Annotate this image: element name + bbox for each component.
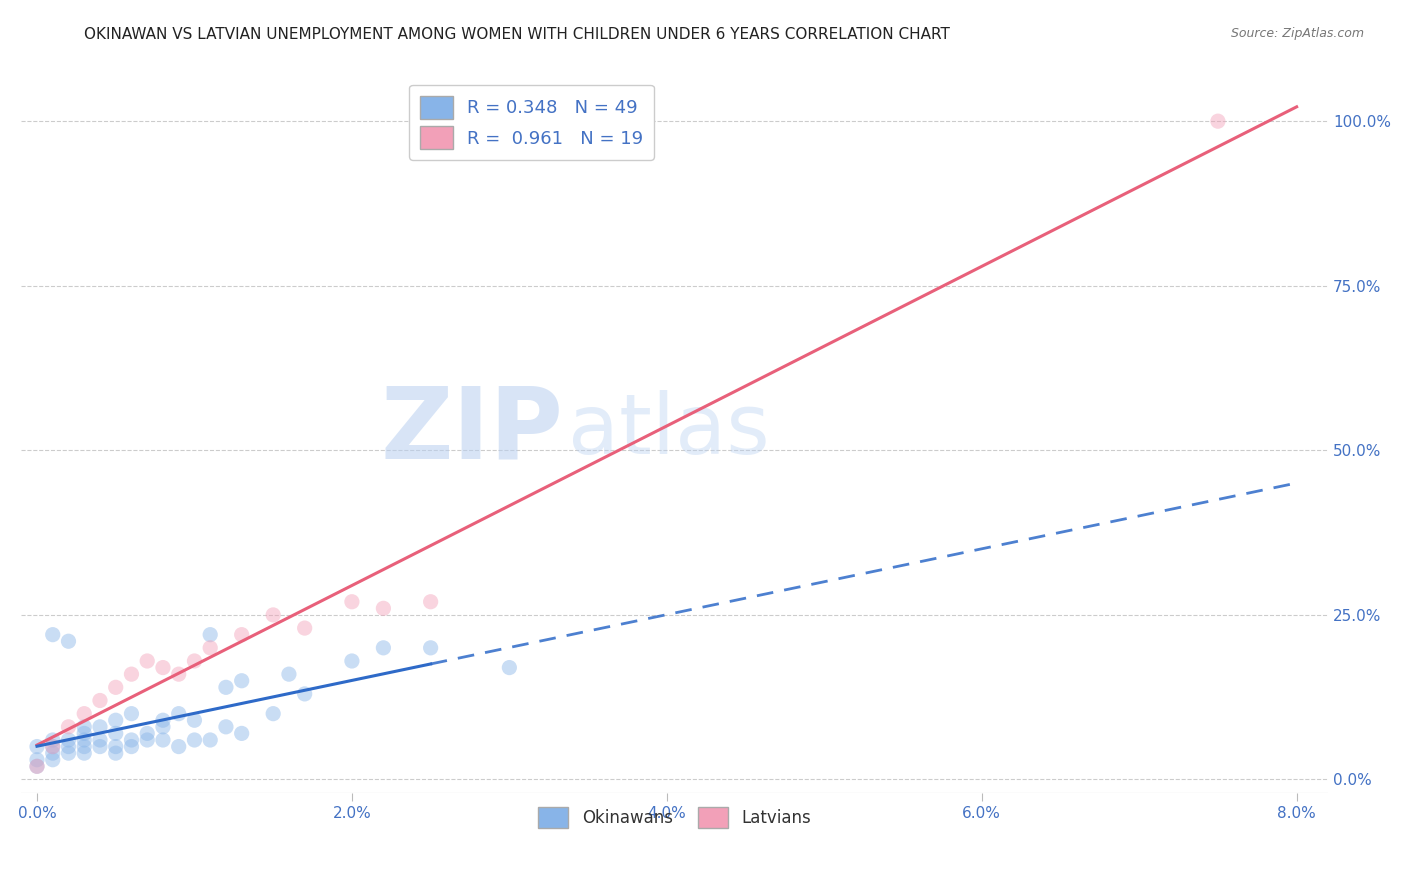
Text: Source: ZipAtlas.com: Source: ZipAtlas.com [1230,27,1364,40]
Point [104,726,127,740]
Point [73,746,96,760]
Point [167,706,190,721]
Point [121,667,143,681]
Point [198,640,221,655]
Point [58,733,80,747]
Point [73,739,96,754]
Text: OKINAWAN VS LATVIAN UNEMPLOYMENT AMONG WOMEN WITH CHILDREN UNDER 6 YEARS CORRELA: OKINAWAN VS LATVIAN UNEMPLOYMENT AMONG W… [84,27,950,42]
Point [73,733,96,747]
Point [58,720,80,734]
Point [167,739,190,754]
Point [215,720,238,734]
Point [294,621,316,635]
Point [231,673,253,688]
Point [25,759,48,773]
Point [419,640,441,655]
Text: ZIP: ZIP [381,382,564,479]
Point [136,733,159,747]
Point [73,726,96,740]
Point [58,746,80,760]
Point [340,595,363,609]
Point [231,628,253,642]
Point [104,713,127,727]
Point [42,739,65,754]
Point [58,739,80,754]
Point [262,706,284,721]
Point [104,739,127,754]
Point [277,667,299,681]
Point [25,753,48,767]
Point [58,634,80,648]
Point [73,706,96,721]
Point [42,628,65,642]
Point [136,726,159,740]
Point [42,746,65,760]
Point [89,720,111,734]
Point [121,739,143,754]
Point [42,739,65,754]
Point [89,733,111,747]
Legend: Okinawans, Latvians: Okinawans, Latvians [531,800,817,835]
Point [42,753,65,767]
Point [231,726,253,740]
Point [183,654,205,668]
Point [152,660,174,674]
Point [73,720,96,734]
Point [136,654,159,668]
Point [152,733,174,747]
Point [198,628,221,642]
Point [294,687,316,701]
Point [121,706,143,721]
Point [498,660,520,674]
Point [183,713,205,727]
Point [104,681,127,695]
Point [183,733,205,747]
Point [262,607,284,622]
Point [419,595,441,609]
Point [42,733,65,747]
Point [198,733,221,747]
Point [373,640,395,655]
Point [340,654,363,668]
Point [121,733,143,747]
Text: atlas: atlas [568,390,769,471]
Point [89,739,111,754]
Point [89,693,111,707]
Point [167,667,190,681]
Point [104,746,127,760]
Point [152,720,174,734]
Point [215,681,238,695]
Point [152,713,174,727]
Point [25,739,48,754]
Point [373,601,395,615]
Point [25,759,48,773]
Point [1206,114,1229,128]
